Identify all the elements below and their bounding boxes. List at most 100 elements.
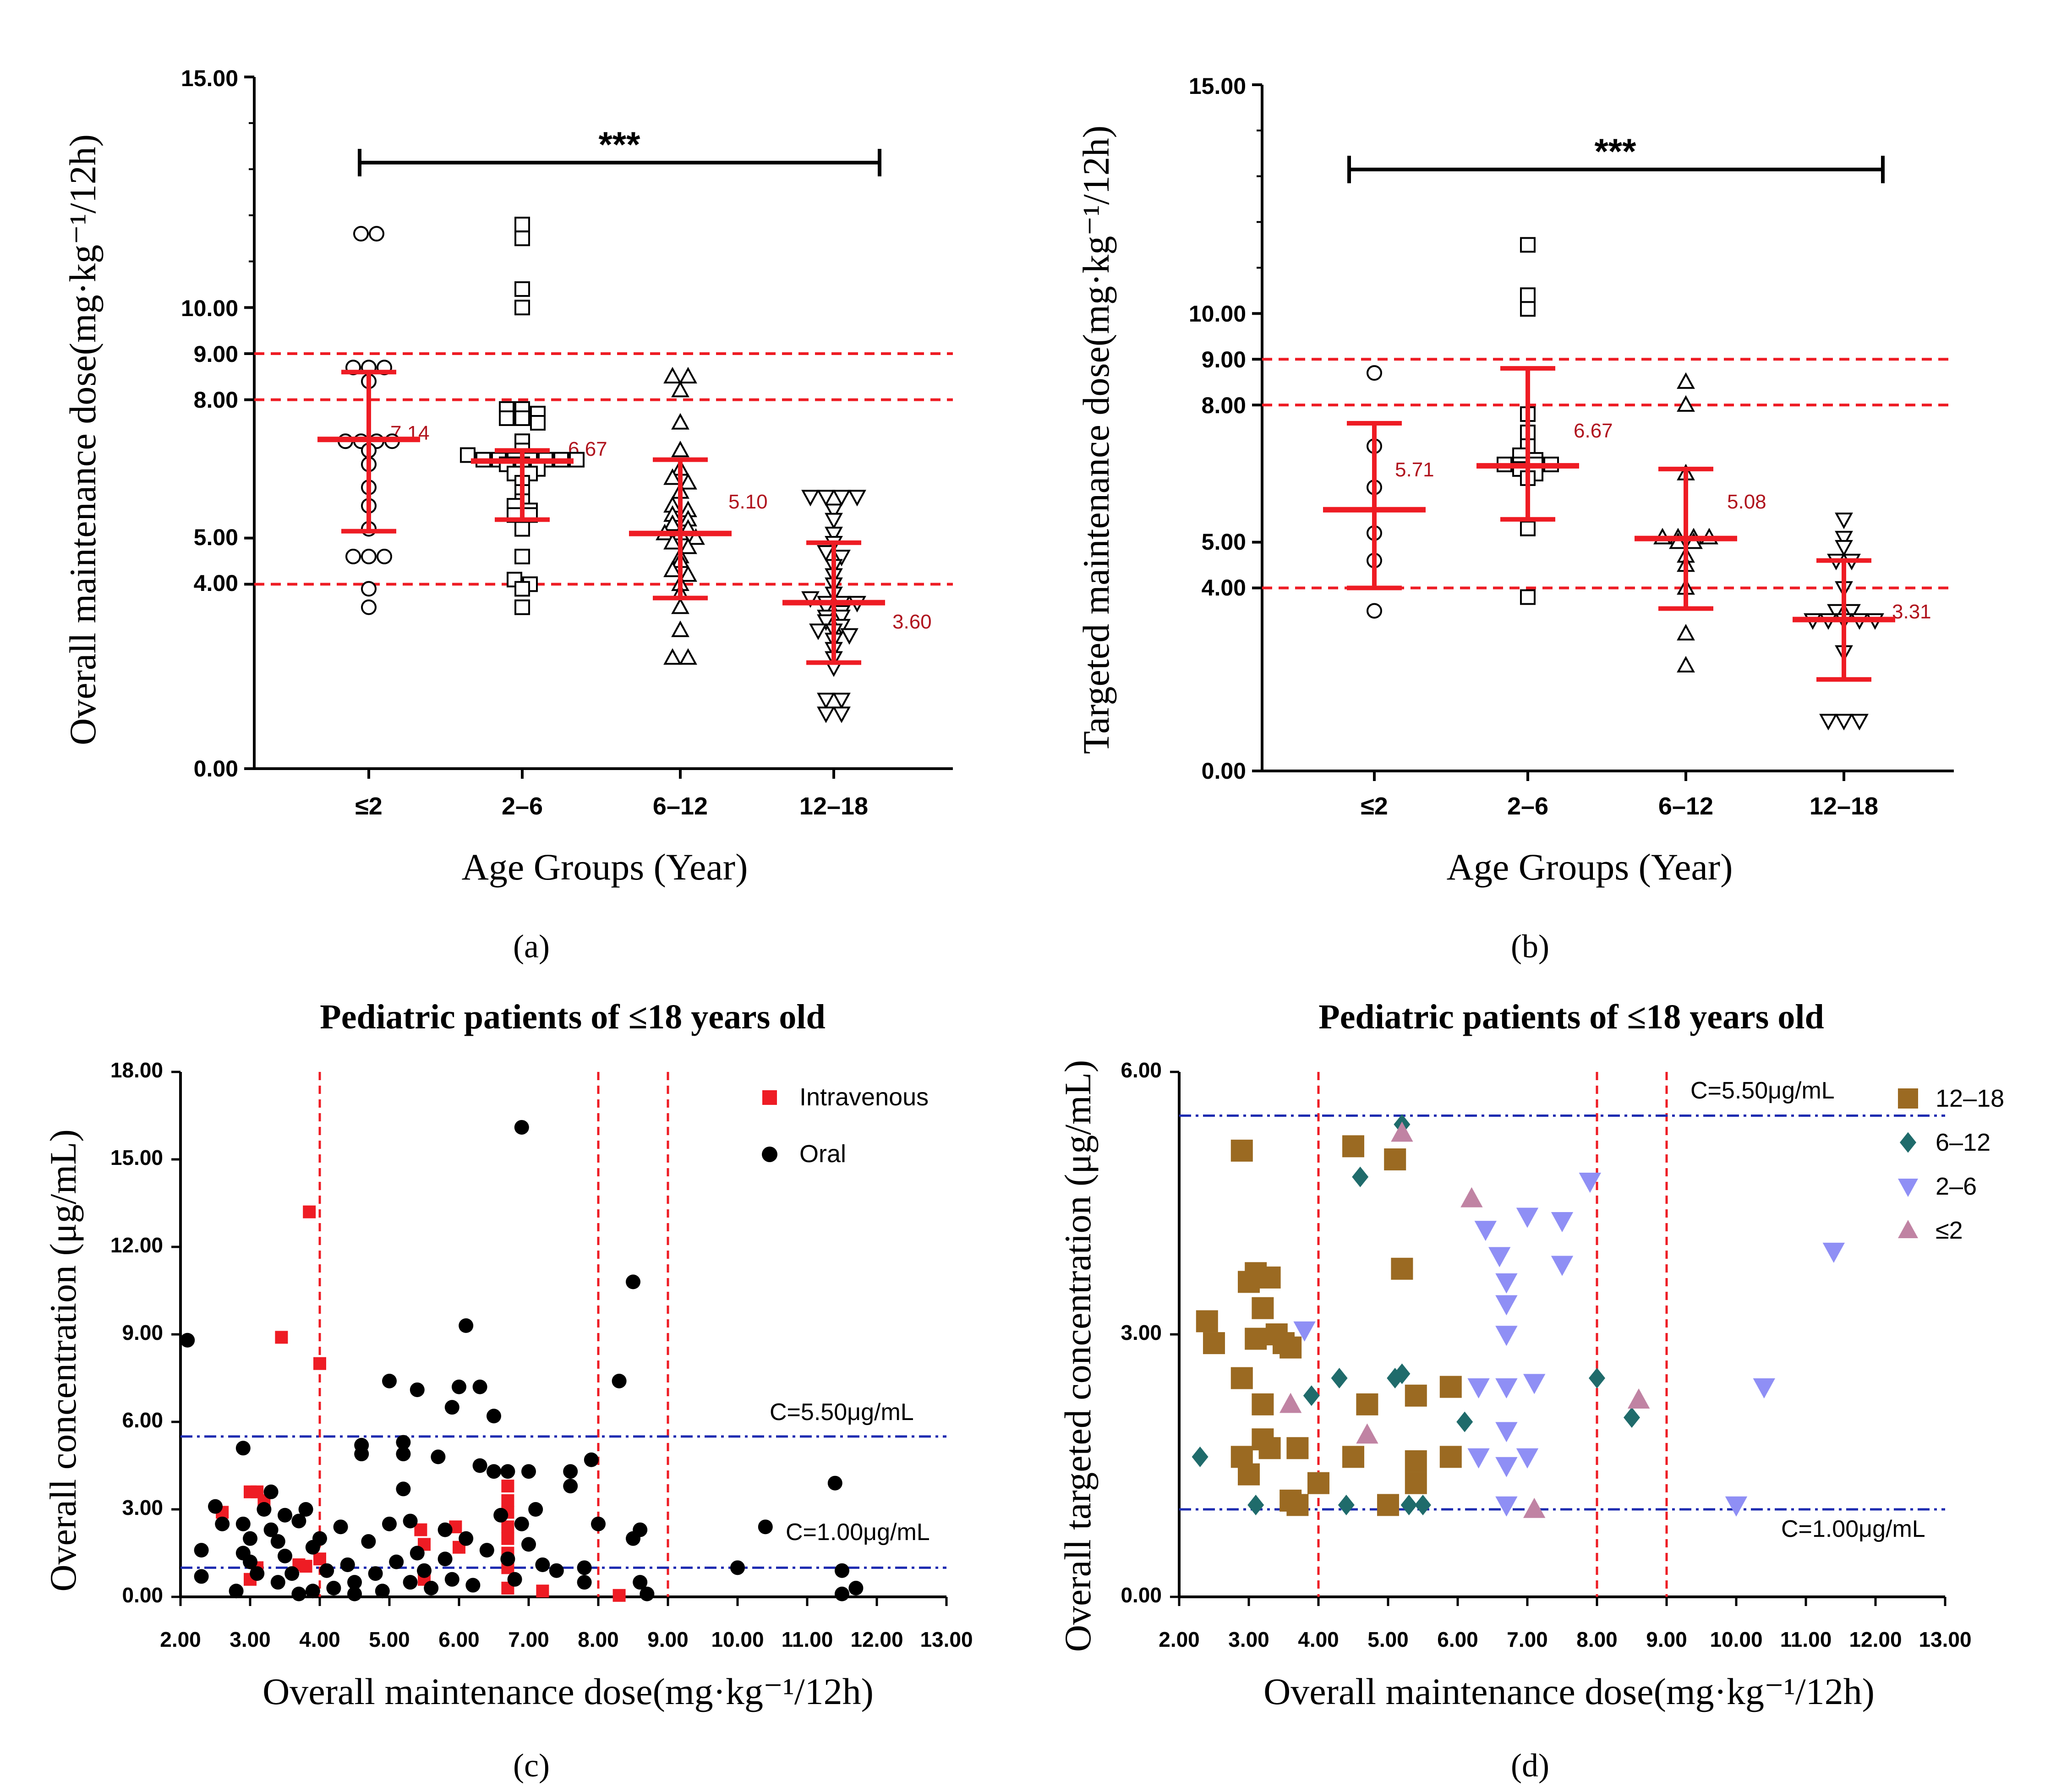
point-c-1-78 [584, 1452, 599, 1467]
xtick-label-c-0: 2.00 [160, 1628, 201, 1651]
title-d: Pediatric patients of ≤18 years old [1318, 998, 1824, 1036]
point-d-1-12 [1589, 1368, 1605, 1388]
point-d-0-27 [1405, 1384, 1427, 1407]
point-c-1-14 [263, 1522, 279, 1537]
cat-label-a-0: ≤2 [355, 792, 383, 820]
panel-label-a: (a) [513, 928, 550, 965]
point-c-0-17 [501, 1480, 514, 1493]
point-c-0-6 [275, 1331, 288, 1344]
point-d-1-9 [1400, 1494, 1417, 1515]
xtick-label-c-1: 3.00 [230, 1628, 271, 1651]
point-c-1-54 [452, 1379, 466, 1394]
xtick-label-d-2: 4.00 [1298, 1628, 1339, 1651]
ytick-label-c-2: 6.00 [122, 1408, 163, 1432]
point-c-0-26 [612, 1589, 626, 1602]
legend-label-d-0: 12–18 [1936, 1085, 2004, 1112]
point-d-0-0 [1196, 1310, 1218, 1333]
point-b-3-14 [1819, 714, 1837, 731]
title-c: Pediatric patients of ≤18 years old [320, 998, 825, 1036]
xtick-label-c-5: 7.00 [508, 1628, 549, 1651]
ytick-label-c-4: 12.00 [110, 1233, 163, 1257]
point-c-1-74 [563, 1464, 578, 1479]
point-c-1-42 [396, 1481, 411, 1497]
point-c-1-77 [577, 1575, 592, 1590]
point-a-0-0 [353, 226, 369, 242]
xtick-labels-d: 2.00 3.00 4.00 5.00 6.00 7.00 8.00 9.00 … [1159, 1628, 1971, 1651]
point-b-2-0 [1677, 372, 1695, 389]
point-d-1-10 [1415, 1494, 1431, 1515]
point-b-1-2 [1520, 301, 1536, 317]
point-c-1-51 [437, 1552, 453, 1567]
point-d-2-3 [1474, 1221, 1497, 1241]
point-d-0-20 [1307, 1472, 1329, 1494]
xlabel-c: Overall maintenance dose(mg·kg⁻¹/12h) [262, 1671, 874, 1712]
ytick-labels-a: 0.00 4.00 5.00 8.00 9.00 10.00 15.00 [181, 66, 238, 781]
point-c-0-20 [501, 1520, 514, 1534]
point-a-1-0 [514, 217, 530, 233]
ytick-label-a-1: 4.00 [194, 570, 238, 596]
point-c-1-25 [312, 1531, 327, 1546]
point-c-1-70 [521, 1537, 536, 1552]
xtick-label-c-9: 11.00 [782, 1628, 833, 1651]
point-c-1-73 [549, 1563, 564, 1578]
point-c-1-90 [835, 1586, 849, 1601]
point-b-0-0 [1367, 365, 1382, 381]
point-c-1-67 [514, 1120, 529, 1135]
point-c-1-22 [298, 1502, 313, 1517]
point-c-1-45 [410, 1382, 425, 1397]
point-c-1-88 [827, 1475, 842, 1491]
median-label-b-2: 5.08 [1727, 491, 1766, 513]
point-a-1-8 [514, 410, 530, 426]
point-c-1-7 [235, 1516, 251, 1531]
point-a-2-26 [671, 597, 689, 614]
ytick-label-a-2: 5.00 [194, 524, 238, 550]
point-d-2-18 [1725, 1496, 1748, 1517]
point-d-0-8 [1245, 1328, 1267, 1350]
legend-label-c-1: Oral [799, 1140, 846, 1168]
point-a-3-24 [809, 623, 827, 640]
point-c-1-69 [521, 1464, 536, 1479]
point-d-2-12 [1516, 1207, 1539, 1228]
point-c-1-12 [257, 1502, 272, 1517]
point-d-0-1 [1203, 1332, 1225, 1355]
point-c-0-18 [501, 1494, 514, 1507]
point-c-1-27 [326, 1580, 341, 1595]
point-d-3-5 [1628, 1388, 1650, 1409]
point-a-3-34 [832, 706, 851, 723]
ylabel-c: Overall concentration (μg/mL) [42, 1129, 84, 1591]
point-a-2-22 [663, 560, 682, 577]
point-d-1-3 [1331, 1368, 1348, 1388]
xtick-label-d-6: 8.00 [1576, 1628, 1618, 1651]
point-b-3-0 [1835, 512, 1853, 530]
xtick-labels-c: 2.00 3.00 4.00 5.00 6.00 7.00 8.00 9.00 … [160, 1628, 973, 1651]
point-a-0-18 [361, 581, 377, 597]
ytick-label-b-1: 4.00 [1202, 575, 1246, 601]
xtick-label-d-7: 9.00 [1646, 1628, 1687, 1651]
point-c-1-4 [215, 1516, 230, 1531]
point-c-1-26 [319, 1563, 334, 1578]
cat-label-a-1: 2–6 [502, 792, 543, 820]
point-c-1-6 [235, 1441, 251, 1456]
point-c-1-33 [354, 1447, 369, 1462]
point-c-0-12 [414, 1523, 427, 1536]
point-c-1-28 [333, 1519, 348, 1535]
ytick-label-d-0: 0.00 [1121, 1583, 1162, 1607]
ytick-label-b-5: 10.00 [1189, 301, 1246, 327]
ylabel-b: Targeted maintenance dose(mg·kg⁻¹/12h) [1075, 126, 1117, 754]
legend-marker-d-3 [1898, 1220, 1918, 1238]
point-c-1-48 [424, 1580, 439, 1595]
point-c-1-75 [563, 1479, 578, 1494]
point-d-2-17 [1579, 1173, 1601, 1193]
median-label-b-1: 6.67 [1574, 420, 1613, 442]
point-d-2-11 [1495, 1496, 1518, 1517]
point-d-2-6 [1495, 1295, 1518, 1316]
point-b-3-15 [1835, 714, 1853, 731]
point-b-3-1 [1835, 530, 1853, 548]
point-d-3-3 [1460, 1187, 1483, 1207]
point-d-2-1 [1467, 1378, 1490, 1399]
point-d-2-5 [1495, 1273, 1518, 1294]
point-c-0-10 [313, 1357, 326, 1370]
point-c-1-60 [479, 1543, 494, 1558]
xtick-label-c-8: 10.00 [711, 1628, 764, 1651]
